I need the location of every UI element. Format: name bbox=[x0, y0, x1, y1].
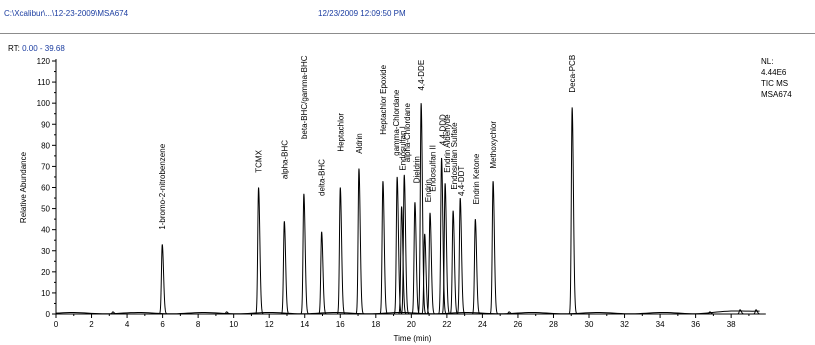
peak-label: beta-BHC/gamma-BHC bbox=[300, 55, 309, 139]
y-tick-label: 50 bbox=[41, 205, 50, 214]
peak bbox=[469, 219, 484, 315]
traces bbox=[55, 103, 766, 315]
peak-label: Aldrin bbox=[355, 133, 364, 153]
peak-label: Heptachlor Epoxide bbox=[379, 64, 388, 134]
peak-label: Endosulfan II bbox=[429, 145, 438, 192]
scan-type: TIC MS bbox=[761, 79, 789, 88]
rt-range: RT: 0.00 - 39.68 bbox=[8, 44, 65, 53]
peak-label: Endrin Ketone bbox=[472, 153, 481, 204]
y-tick-label: 90 bbox=[41, 120, 50, 129]
x-tick-label: 20 bbox=[407, 320, 416, 329]
y-tick-label: 60 bbox=[41, 184, 50, 193]
minor-peak bbox=[703, 311, 720, 315]
peak bbox=[297, 193, 312, 315]
peak-label: Deca-PCB bbox=[568, 55, 577, 93]
x-tick-label: 38 bbox=[727, 320, 736, 329]
baseline bbox=[55, 310, 760, 315]
peak-label: alpha-Chlordane bbox=[403, 102, 412, 162]
peak-labels: 1-bromo-2-nitrobenzene TCMX alpha-BHC beta-… bbox=[158, 55, 577, 230]
peak-label: Endosulfan I bbox=[398, 126, 407, 170]
peak-label: Endrin bbox=[424, 179, 433, 202]
peak-label: 4,4-DDD bbox=[438, 114, 447, 145]
peak-label: 4,4-DDE bbox=[417, 60, 426, 91]
peak-label: 1-bromo-2-nitrobenzene bbox=[158, 143, 167, 229]
x-tick-label: 4 bbox=[125, 320, 130, 329]
peak-label: Heptachlor bbox=[336, 113, 345, 152]
x-tick-label: 18 bbox=[371, 320, 380, 329]
peak bbox=[252, 187, 267, 315]
x-tick-label: 30 bbox=[585, 320, 594, 329]
peak bbox=[156, 244, 171, 315]
rt-label: RT: bbox=[8, 44, 20, 53]
x-tick-label: 6 bbox=[160, 320, 165, 329]
peak bbox=[315, 231, 330, 315]
peak-label: Endrin Aldehyde bbox=[443, 114, 452, 173]
peak bbox=[486, 181, 502, 315]
x-tick-label: 32 bbox=[620, 320, 629, 329]
normalization-info: NL: 4.44E6 TIC MS MSA674 bbox=[761, 56, 792, 100]
rt-value: 0.00 - 39.68 bbox=[22, 44, 65, 53]
sample-name: MSA674 bbox=[761, 90, 792, 99]
x-tick-label: 26 bbox=[513, 320, 522, 329]
y-tick-label: 10 bbox=[41, 289, 50, 298]
x-tick-label: 2 bbox=[89, 320, 94, 329]
nl-label: NL: bbox=[761, 57, 774, 66]
y-tick-label: 20 bbox=[41, 268, 50, 277]
x-tick-label: 34 bbox=[656, 320, 665, 329]
peak-label: delta-BHC bbox=[318, 159, 327, 196]
y-axis-label: Relative Abundance bbox=[19, 151, 28, 223]
nl-value: 4.44E6 bbox=[761, 68, 787, 77]
peak bbox=[390, 176, 406, 315]
peak-label: alpha-BHC bbox=[280, 140, 289, 179]
y-tick-label: 40 bbox=[41, 226, 50, 235]
x-axis-label: Time (min) bbox=[394, 334, 432, 343]
x-tick-label: 8 bbox=[196, 320, 201, 329]
y-tick-label: 100 bbox=[37, 99, 51, 108]
peak bbox=[334, 187, 349, 315]
peak bbox=[446, 210, 462, 315]
peak bbox=[418, 233, 433, 315]
peak bbox=[453, 197, 469, 315]
timestamp: 12/23/2009 12:09:50 PM bbox=[318, 9, 406, 18]
y-tick-label: 120 bbox=[37, 57, 51, 66]
peak bbox=[408, 202, 423, 315]
peak bbox=[278, 221, 293, 315]
x-tick-label: 24 bbox=[478, 320, 487, 329]
y-tick-label: 70 bbox=[41, 162, 50, 171]
peak bbox=[395, 206, 410, 315]
peak-label: Methoxychlor bbox=[489, 121, 498, 169]
peak-label: gamma-Chlordane bbox=[392, 89, 401, 156]
peak-label: Endosulfan Sulfate bbox=[450, 122, 459, 190]
peak bbox=[352, 168, 367, 315]
x-tick-label: 14 bbox=[300, 320, 309, 329]
y-tick-label: 80 bbox=[41, 141, 50, 150]
x-tick-label: 28 bbox=[549, 320, 558, 329]
peak-label: 4,4-DDT bbox=[457, 166, 466, 196]
file-path: C:\Xcalibur\...\12-23-2009\MSA674 bbox=[4, 9, 129, 18]
y-tick-label: 110 bbox=[37, 78, 50, 87]
x-tick-label: 12 bbox=[265, 320, 274, 329]
x-tick-label: 36 bbox=[691, 320, 700, 329]
minor-peak bbox=[749, 309, 766, 315]
x-tick-label: 0 bbox=[54, 320, 59, 329]
peak-label: Dieldrin bbox=[413, 156, 422, 183]
header-divider bbox=[0, 33, 815, 34]
y-tick-label: 30 bbox=[41, 247, 50, 256]
peak-label: TCMX bbox=[255, 149, 264, 172]
peak bbox=[376, 181, 391, 315]
y-tick-label: 0 bbox=[46, 310, 51, 319]
x-tick-label: 16 bbox=[336, 320, 345, 329]
x-tick-label: 10 bbox=[229, 320, 238, 329]
peak bbox=[565, 107, 581, 315]
minor-peak bbox=[733, 309, 750, 315]
x-tick-label: 22 bbox=[442, 320, 451, 329]
